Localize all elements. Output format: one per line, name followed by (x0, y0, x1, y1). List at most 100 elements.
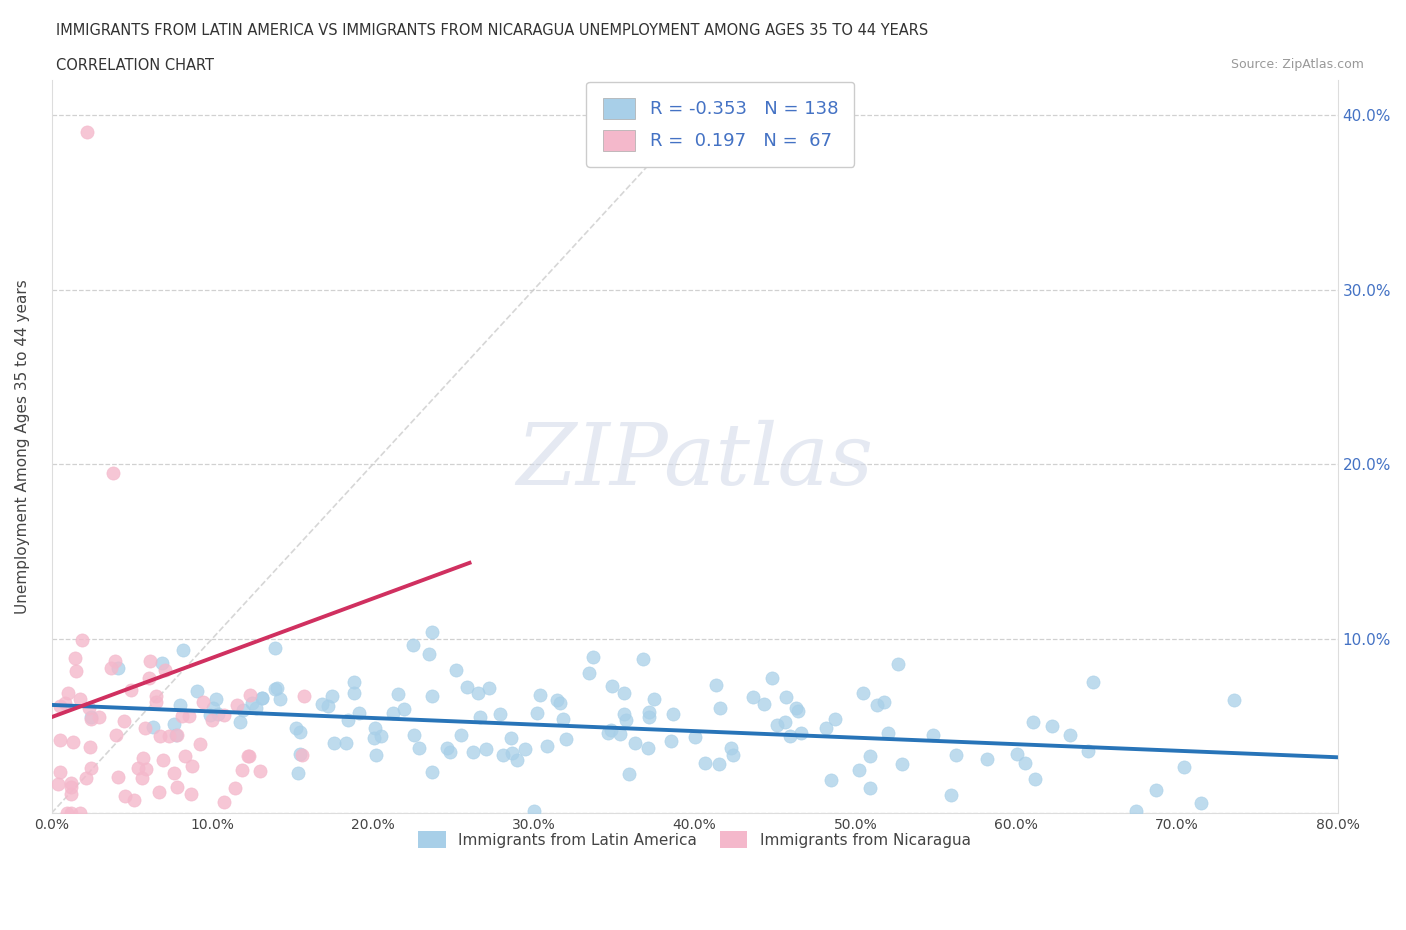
Point (1189, 796, 1212, 811)
Point (439, 745, 461, 760)
Point (75, 770, 97, 785)
Point (444, 662, 467, 677)
Point (132, 751, 155, 765)
Point (77, 700, 100, 715)
Point (65, 664, 87, 679)
Y-axis label: Unemployment Among Ages 35 to 44 years: Unemployment Among Ages 35 to 44 years (15, 279, 30, 614)
Point (232, 703, 254, 718)
Point (142, 720, 165, 735)
Point (619, 766, 641, 781)
Point (200, 712, 222, 727)
Point (157, 729, 180, 744)
Point (723, 747, 745, 762)
Point (177, 709, 200, 724)
Point (418, 646, 440, 661)
Point (492, 748, 515, 763)
Point (945, 747, 967, 762)
Point (600, 679, 623, 694)
Point (1024, 771, 1046, 786)
Point (207, 707, 229, 722)
Point (80, 711, 103, 726)
Point (135, 762, 157, 777)
Point (107, 769, 129, 784)
Point (741, 690, 763, 705)
Point (163, 716, 186, 731)
Point (866, 698, 889, 712)
Point (1173, 760, 1195, 775)
Point (343, 685, 366, 700)
Point (60, 779, 83, 794)
Point (578, 666, 600, 681)
Point (145, 695, 167, 710)
Point (264, 682, 287, 697)
Point (450, 727, 472, 742)
Point (290, 724, 312, 739)
Point (468, 710, 491, 724)
Point (638, 710, 661, 724)
Point (60, 805, 83, 820)
Point (231, 763, 253, 777)
Point (599, 723, 621, 737)
Point (824, 711, 846, 726)
Point (456, 679, 478, 694)
Point (138, 671, 160, 685)
Point (858, 781, 880, 796)
Point (131, 771, 153, 786)
Point (859, 749, 882, 764)
Point (239, 687, 262, 702)
Point (250, 691, 273, 706)
Point (693, 755, 716, 770)
Point (114, 789, 136, 804)
Point (613, 707, 636, 722)
Point (87, 710, 110, 724)
Point (112, 713, 135, 728)
Point (790, 725, 813, 740)
Point (596, 725, 619, 740)
Point (922, 727, 945, 742)
Point (506, 753, 529, 768)
Point (1059, 728, 1081, 743)
Point (63, 651, 86, 666)
Point (775, 690, 797, 705)
Point (134, 721, 156, 736)
Point (55, 696, 77, 711)
Point (420, 625, 443, 640)
Point (1144, 782, 1167, 797)
Point (225, 698, 247, 712)
Point (76, 125, 98, 140)
Point (555, 731, 578, 746)
Point (269, 691, 291, 706)
Point (311, 697, 333, 711)
Point (107, 660, 129, 675)
Point (198, 708, 221, 723)
Point (152, 656, 174, 671)
Point (238, 749, 260, 764)
Point (873, 694, 896, 709)
Point (335, 736, 357, 751)
Point (761, 671, 783, 686)
Point (166, 727, 188, 742)
Point (637, 704, 659, 719)
Point (887, 657, 910, 671)
Point (1077, 744, 1099, 759)
Point (529, 687, 551, 702)
Point (643, 692, 665, 707)
Point (169, 698, 191, 712)
Point (370, 729, 392, 744)
Point (637, 740, 659, 755)
Point (55, 805, 77, 820)
Point (633, 652, 655, 667)
Point (814, 721, 837, 736)
Point (614, 712, 637, 727)
Point (773, 714, 796, 729)
Point (127, 761, 149, 776)
Point (707, 757, 730, 772)
Point (548, 696, 571, 711)
Point (180, 787, 202, 802)
Point (582, 649, 605, 664)
Point (523, 804, 546, 818)
Point (683, 729, 706, 744)
Point (364, 721, 387, 736)
Point (321, 688, 343, 703)
Point (165, 727, 187, 742)
